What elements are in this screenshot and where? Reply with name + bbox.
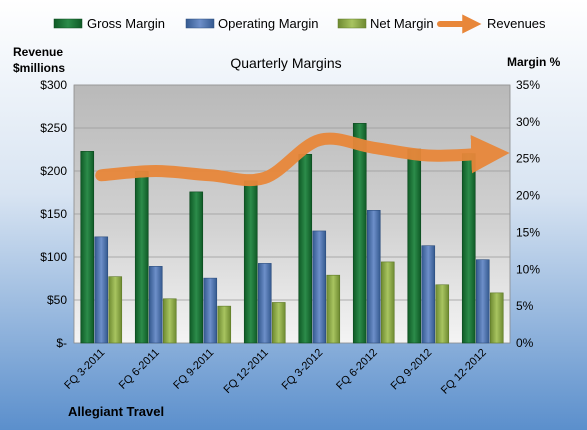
bar-net-margin	[380, 261, 395, 344]
legend-swatch-gross-margin	[53, 18, 83, 29]
left-tick-label: $150	[40, 207, 67, 221]
bar-operating-margin	[94, 236, 109, 344]
legend-label-gross-margin: Gross Margin	[87, 16, 165, 31]
left-tick-label: $100	[40, 250, 67, 264]
bars	[80, 123, 504, 344]
bar-net-margin	[108, 276, 123, 344]
bar-net-margin	[489, 292, 504, 344]
bar-operating-margin	[257, 263, 272, 344]
bar-gross-margin	[352, 123, 367, 344]
legend-item-gross-margin: Gross Margin	[53, 16, 165, 31]
bar-gross-margin	[461, 153, 476, 344]
bar-operating-margin	[421, 245, 436, 344]
legend-item-revenues: Revenues	[437, 14, 546, 34]
bar-net-margin	[162, 298, 177, 344]
left-tick-label: $300	[40, 78, 67, 92]
bar-operating-margin	[366, 210, 381, 344]
legend-swatch-net-margin	[337, 18, 367, 29]
legend-item-operating-margin: Operating Margin	[185, 16, 318, 31]
bar-gross-margin	[134, 170, 149, 344]
bar-net-margin	[217, 305, 232, 344]
left-tick-label: $250	[40, 121, 67, 135]
legend-label-net-margin: Net Margin	[370, 16, 434, 31]
right-tick-label: 35%	[516, 78, 540, 92]
legend-label-revenues: Revenues	[487, 16, 546, 31]
bar-gross-margin	[243, 180, 258, 344]
bar-gross-margin	[298, 153, 313, 344]
legend-item-net-margin: Net Margin	[337, 16, 434, 31]
right-tick-label: 10%	[516, 262, 540, 276]
right-axis-ticks: 0% 5% 10% 15% 20% 25% 30% 35%	[516, 78, 540, 350]
legend-label-operating-margin: Operating Margin	[218, 16, 318, 31]
right-tick-label: 30%	[516, 115, 540, 129]
revenue-line-group	[95, 132, 510, 187]
right-tick-label: 20%	[516, 189, 540, 203]
bar-gross-margin	[407, 148, 422, 344]
revenue-line	[95, 132, 510, 187]
left-axis-label-line1: Revenue	[13, 45, 63, 59]
bar-net-margin	[326, 274, 341, 344]
legend-swatch-operating-margin	[185, 18, 215, 29]
left-tick-label: $200	[40, 164, 67, 178]
right-tick-label: 25%	[516, 152, 540, 166]
left-tick-label: $-	[56, 336, 67, 350]
bar-gross-margin	[189, 191, 204, 344]
left-axis-label-line2: $millions	[13, 61, 65, 75]
chart-title: Quarterly Margins	[230, 55, 341, 71]
bar-operating-margin	[203, 277, 218, 344]
bar-net-margin	[435, 284, 450, 344]
bar-operating-margin	[475, 259, 490, 344]
bar-operating-margin	[312, 230, 327, 344]
left-tick-label: $50	[47, 293, 67, 307]
right-tick-label: 15%	[516, 225, 540, 239]
right-tick-label: 0%	[516, 336, 534, 350]
bar-gross-margin	[80, 151, 95, 344]
bar-net-margin	[271, 302, 286, 344]
right-axis-label: Margin %	[507, 55, 561, 69]
company-label: Allegiant Travel	[68, 404, 164, 419]
bar-operating-margin	[148, 266, 163, 344]
legend: Gross Margin Operating Margin Net Margin…	[53, 14, 546, 34]
right-tick-label: 5%	[516, 299, 534, 313]
left-axis-ticks: $- $50 $100 $150 $200 $250 $300	[40, 78, 67, 350]
